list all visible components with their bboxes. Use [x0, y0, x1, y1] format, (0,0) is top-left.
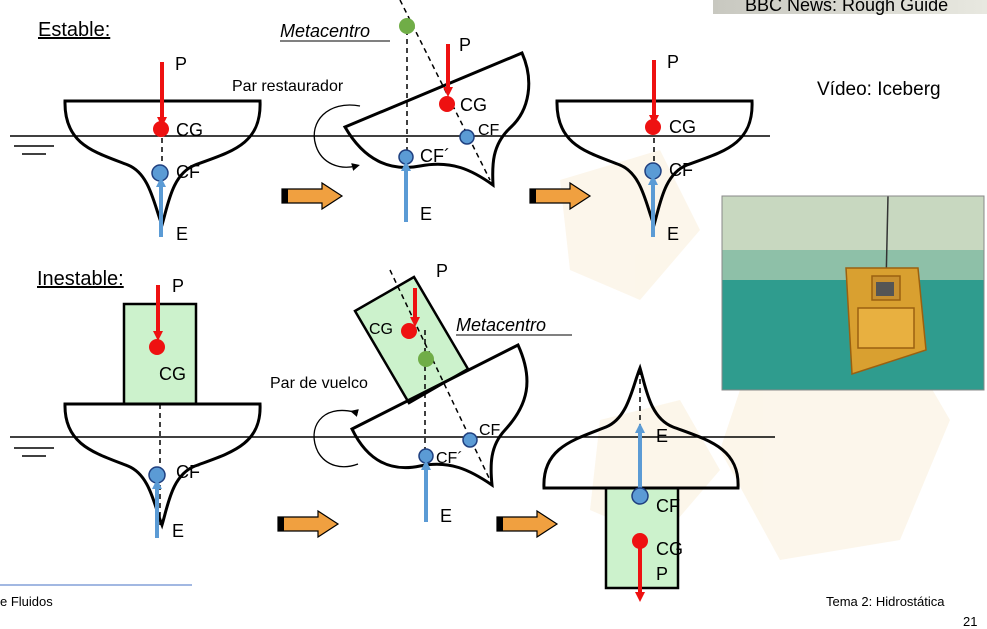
- transition-arrow: [529, 181, 592, 211]
- water-surface-symbol: [14, 447, 54, 457]
- cf-label: CF: [656, 496, 680, 516]
- buoyancy-label: E: [656, 426, 668, 446]
- iceberg-video-thumbnail[interactable]: [721, 195, 985, 391]
- unstable-boat-upright: P CG CF E: [63, 276, 262, 541]
- weight-label: P: [459, 35, 471, 55]
- overturning-torque-arrow: [313, 409, 359, 468]
- metacenter-label: Metacentro: [456, 315, 546, 335]
- cf-label: CF: [669, 160, 693, 180]
- buoyancy-label: E: [667, 224, 679, 244]
- cg-label: CG: [669, 117, 696, 137]
- cg-label: CG: [159, 364, 186, 384]
- metacenter-point: [418, 351, 434, 367]
- cg-label: CG: [176, 120, 203, 140]
- transition-arrow: [496, 509, 559, 539]
- center-of-gravity: [632, 533, 648, 549]
- center-of-buoyancy: [644, 162, 662, 180]
- center-of-gravity: [401, 323, 417, 339]
- cf-label: CF: [176, 462, 200, 482]
- cf-label: CF: [478, 122, 500, 139]
- torque-label: Par restaurador: [232, 78, 344, 95]
- cf-label: CF: [176, 162, 200, 182]
- footer-left: e Fluidos: [0, 594, 53, 609]
- stable-boat-recovered: P CG CF E: [555, 52, 754, 244]
- buoyancy-label: E: [176, 224, 188, 244]
- buoyancy-label: E: [440, 506, 452, 526]
- cf-shift-label: CF´: [420, 146, 450, 166]
- cf-shift-label: CF´: [436, 450, 463, 467]
- stable-title: Estable:: [38, 19, 110, 41]
- transition-arrow: [281, 181, 344, 211]
- footer-right: Tema 2: Hidrostática: [826, 594, 945, 609]
- center-of-buoyancy: [148, 466, 166, 484]
- shifted-center-of-buoyancy: [418, 448, 434, 464]
- page-number: 21: [963, 614, 977, 629]
- video-label: Vídeo: Iceberg: [817, 79, 941, 100]
- cg-label: CG: [369, 321, 393, 338]
- transition-arrow: [277, 509, 340, 539]
- center-of-gravity: [149, 339, 165, 355]
- stable-boat-tilted: Metacentro P CG CF CF´ E Par restaurador: [232, 0, 531, 224]
- water-surface-symbol: [14, 145, 54, 155]
- metacenter-point: [399, 18, 415, 34]
- weight-label: P: [656, 564, 668, 584]
- center-of-buoyancy: [151, 164, 169, 182]
- stable-boat-upright: P CG CF E: [63, 54, 262, 244]
- buoyancy-label: E: [420, 204, 432, 224]
- initial-center-of-buoyancy: [459, 129, 475, 145]
- center-of-gravity: [439, 96, 455, 112]
- restoring-torque-arrow: [313, 104, 361, 171]
- banner-box: BBC News: Rough Guide: [713, 0, 987, 15]
- cg-label: CG: [656, 539, 683, 559]
- cf-label: CF: [479, 422, 501, 439]
- initial-center-of-buoyancy: [462, 432, 478, 448]
- weight-label: P: [172, 276, 184, 296]
- metacenter-label: Metacentro: [280, 21, 370, 41]
- torque-label: Par de vuelco: [270, 375, 368, 392]
- unstable-boat-tilted: P CG Metacentro CF CF´ E Par de vuelco: [270, 261, 572, 526]
- banner-text: BBC News: Rough Guide: [745, 0, 948, 15]
- shifted-center-of-buoyancy: [398, 149, 414, 165]
- center-of-gravity: [645, 119, 661, 135]
- unstable-boat-capsized: E CF CG P: [542, 363, 740, 602]
- center-of-buoyancy: [631, 487, 649, 505]
- weight-label: P: [175, 54, 187, 74]
- buoyancy-label: E: [172, 521, 184, 541]
- center-of-gravity: [153, 121, 169, 137]
- unstable-title: Inestable:: [37, 268, 124, 290]
- weight-label: P: [667, 52, 679, 72]
- weight-label: P: [436, 261, 448, 281]
- cg-label: CG: [460, 95, 487, 115]
